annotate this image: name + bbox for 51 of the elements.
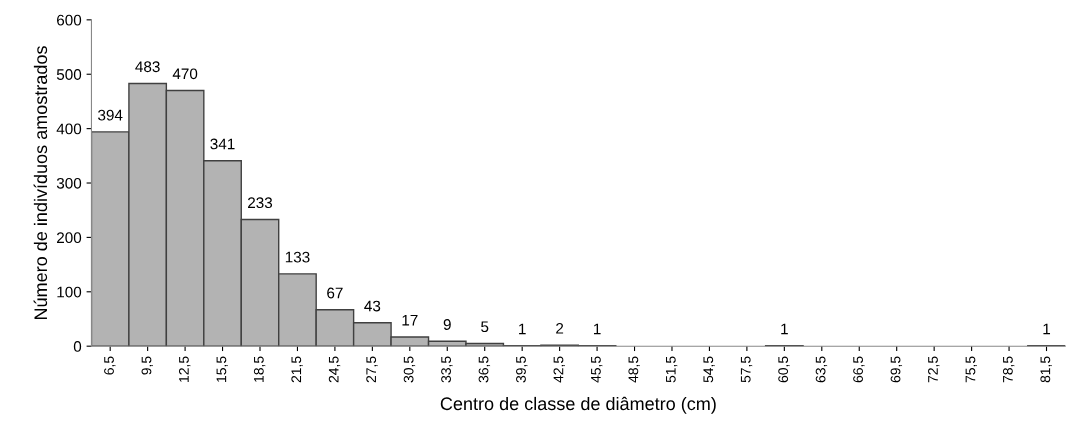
- data-label: 17: [402, 314, 418, 326]
- data-label: 2: [556, 322, 564, 334]
- data-label: 9: [443, 319, 451, 330]
- y-axis-title: Número de indivíduos amostrados: [33, 46, 48, 320]
- x-tick-label: 27,5: [366, 356, 378, 383]
- x-tick-label: 51,5: [666, 356, 678, 383]
- x-tick-label: 30,5: [403, 356, 416, 383]
- x-tick-label: 69,5: [890, 356, 903, 383]
- data-label: 133: [285, 251, 310, 263]
- x-tick-label: 63,5: [815, 356, 828, 383]
- data-label: 341: [210, 138, 235, 150]
- x-tick-label: 72,5: [928, 356, 940, 383]
- x-tick-label: 9,5: [141, 356, 154, 375]
- x-tick-label: 24,5: [328, 356, 341, 383]
- x-tick-label: 21,5: [291, 356, 303, 383]
- x-tick-label: 18,5: [253, 356, 266, 382]
- data-label: 67: [327, 287, 343, 299]
- data-label: 233: [248, 197, 273, 209]
- x-tick-label: 48,5: [628, 356, 640, 383]
- data-label: 1: [593, 323, 601, 335]
- x-tick-label: 66,5: [853, 356, 865, 383]
- data-label: 1: [519, 323, 526, 335]
- data-label: 483: [135, 61, 160, 73]
- x-tick-label: 39,5: [516, 356, 528, 383]
- x-tick-label: 36,5: [478, 356, 491, 383]
- x-tick-label: 45,5: [591, 356, 603, 383]
- y-tick-label: 100: [57, 286, 82, 298]
- x-tick-label: 60,5: [778, 356, 790, 383]
- data-label: 1: [781, 323, 788, 335]
- y-tick-label: 200: [57, 232, 82, 244]
- x-tick-label: 78,5: [1002, 356, 1015, 383]
- y-tick-label: 500: [56, 69, 82, 80]
- x-tick-label: 42,5: [553, 356, 565, 383]
- data-label: 43: [364, 300, 381, 312]
- x-tick-label: 33,5: [441, 356, 453, 383]
- x-tick-label: 81,5: [1040, 356, 1052, 383]
- x-tick-label: 15,5: [216, 356, 228, 382]
- x-axis-title: Centro de classe de diâmetro (cm): [440, 396, 716, 414]
- y-tick-label: 300: [56, 177, 82, 189]
- data-label: 1: [1043, 323, 1051, 335]
- x-tick-label: 57,5: [740, 356, 753, 383]
- y-tick-label: 400: [56, 123, 82, 135]
- data-label: 470: [172, 68, 198, 80]
- data-label: 5: [481, 321, 489, 333]
- x-tick-label: 54,5: [703, 356, 715, 383]
- y-tick-label: 0: [73, 341, 82, 352]
- data-label: 394: [98, 109, 123, 121]
- x-tick-label: 12,5: [178, 356, 191, 382]
- x-tick-label: 75,5: [965, 356, 977, 383]
- y-tick-label: 600: [57, 14, 82, 26]
- x-tick-label: 6,5: [104, 356, 116, 375]
